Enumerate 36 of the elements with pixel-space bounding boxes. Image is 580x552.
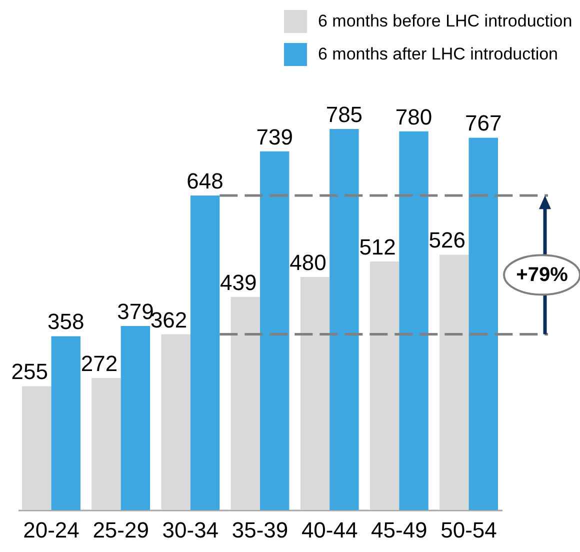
data-label: 512 <box>359 234 396 260</box>
bar <box>330 129 359 510</box>
bar <box>399 131 428 510</box>
bar <box>120 326 150 510</box>
bar <box>161 334 190 510</box>
data-label: 480 <box>290 250 326 276</box>
data-label: 255 <box>11 359 48 384</box>
x-tick-label: 30-34 <box>162 518 219 542</box>
data-label: 439 <box>220 270 257 295</box>
data-label: 780 <box>395 104 432 130</box>
bar <box>92 378 121 510</box>
bar <box>51 336 80 510</box>
bar <box>440 254 469 510</box>
x-tick-label: 35-39 <box>232 518 288 542</box>
bar <box>370 262 400 510</box>
bar <box>260 151 290 510</box>
data-label: 272 <box>80 350 118 376</box>
x-tick-label: 20-24 <box>23 518 80 542</box>
bar <box>468 138 498 510</box>
data-label: 785 <box>326 102 363 127</box>
data-label: 648 <box>186 168 224 194</box>
legend-label: 6 months after LHC introduction <box>318 44 558 64</box>
legend-label: 6 months before LHC introduction <box>318 12 572 30</box>
data-label: 526 <box>428 228 466 253</box>
bar <box>230 296 260 510</box>
bar <box>190 195 220 510</box>
x-tick-label: 45-49 <box>371 518 428 542</box>
data-label: 358 <box>48 309 84 334</box>
data-label: 767 <box>464 110 502 136</box>
x-tick-label: 40-44 <box>301 518 358 542</box>
x-tick-label: 50-54 <box>440 518 497 542</box>
bar <box>300 277 330 510</box>
data-label: 739 <box>256 124 293 150</box>
bar <box>22 386 52 510</box>
text: +79% <box>516 264 568 286</box>
x-tick-label: 25-29 <box>92 518 149 542</box>
